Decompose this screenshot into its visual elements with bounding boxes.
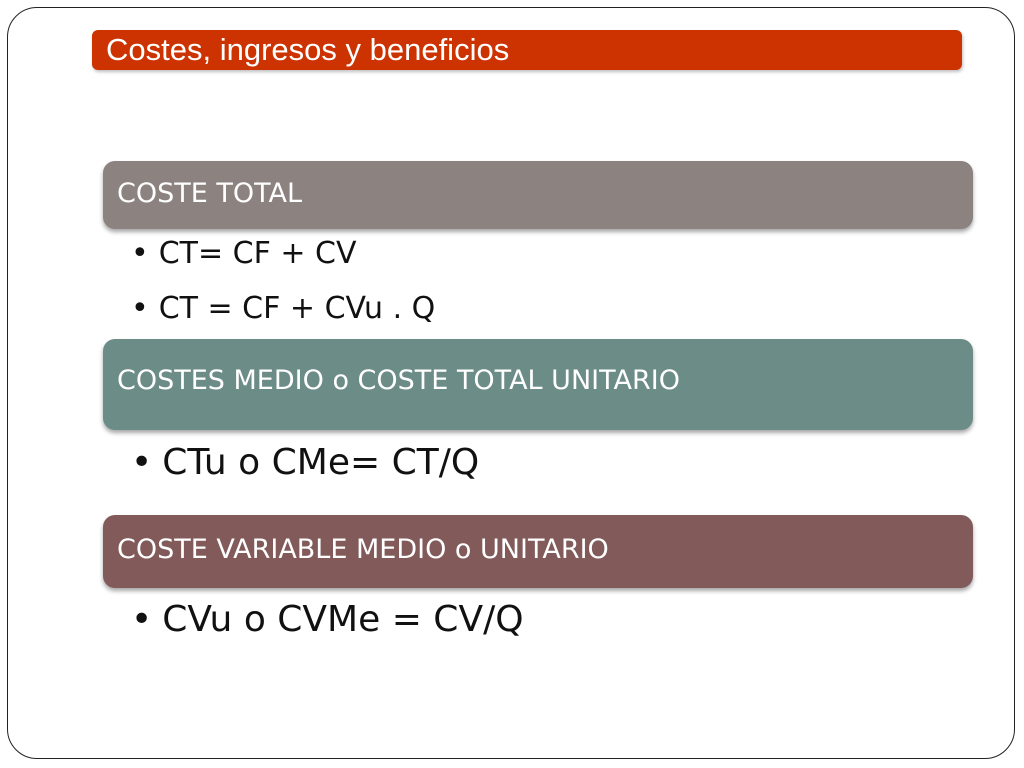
section-header-costes-medio: COSTES MEDIO o COSTE TOTAL UNITARIO [103,339,973,430]
section-header-coste-variable-medio: COSTE VARIABLE MEDIO o UNITARIO [103,515,973,588]
slide: Costes, ingresos y beneficios COSTE TOTA… [7,7,1015,759]
section-header-label: COSTES MEDIO o COSTE TOTAL UNITARIO [117,365,680,396]
bullet-item: • CVu o CVMe = CV/Q [131,599,524,640]
section-header-label: COSTE VARIABLE MEDIO o UNITARIO [117,534,609,565]
bullet-text: CT= CF + CV [158,236,357,271]
bullet-item: • CT= CF + CV [131,236,357,271]
section-header-label: COSTE TOTAL [117,178,303,209]
slide-title: Costes, ingresos y beneficios [106,32,510,67]
bullet-item: • CTu o CMe= CT/Q [131,442,479,483]
bullet-text: CTu o CMe= CT/Q [162,442,480,483]
bullet-item: • CT = CF + CVu . Q [131,291,435,326]
bullet-text: CT = CF + CVu . Q [158,291,436,326]
bullet-icon: • [131,442,153,483]
bullet-icon: • [131,291,149,326]
bullet-text: CVu o CVMe = CV/Q [162,599,524,640]
title-bar: Costes, ingresos y beneficios [92,30,962,70]
bullet-icon: • [131,236,149,271]
section-header-coste-total: COSTE TOTAL [103,161,973,229]
bullet-icon: • [131,599,153,640]
